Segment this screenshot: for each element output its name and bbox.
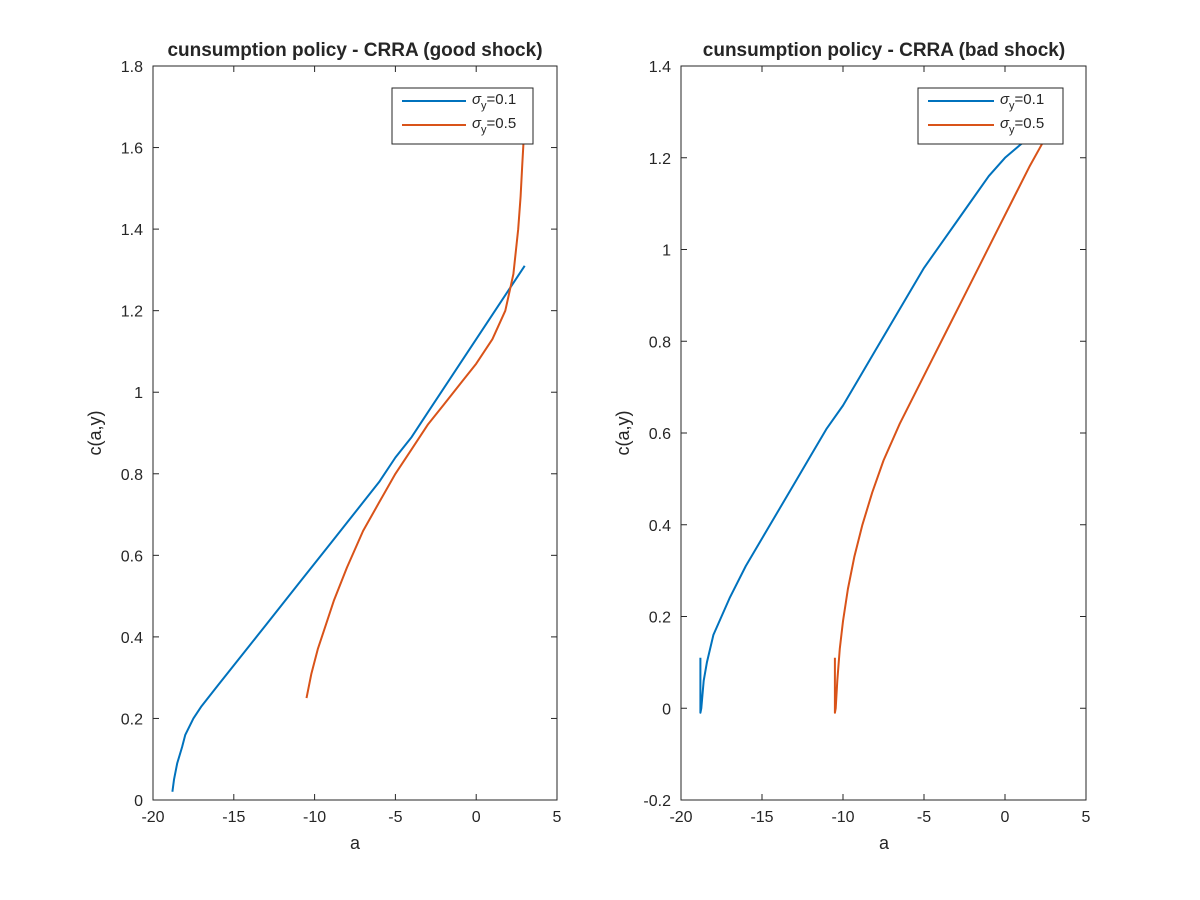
- right-legend-box: [917, 87, 1064, 145]
- right-legend-sigma-2: σ: [1000, 115, 1010, 132]
- left-y-tick-label: 1.8: [121, 59, 143, 76]
- left-x-tick-label: -5: [388, 809, 402, 826]
- right-y-tick-label: 1: [662, 243, 671, 260]
- left-x-axis-label: a: [350, 833, 361, 853]
- left-series-1-line: [171, 265, 526, 792]
- right-legend-value-1: =0.1: [1015, 91, 1045, 108]
- right-y-tick-label: 1.2: [649, 151, 671, 168]
- right-y-tick-label: 0: [662, 701, 671, 718]
- right-x-tick-label: -20: [669, 809, 692, 826]
- left-x-tick-label: -20: [141, 809, 164, 826]
- left-y-tick-label: 0.2: [121, 711, 143, 728]
- right-legend-label-1: σy=0.1: [1000, 91, 1044, 112]
- right-y-tick-label: 1.4: [649, 59, 671, 76]
- left-legend-sub-2: y: [481, 124, 487, 136]
- left-legend-box: [391, 87, 534, 145]
- left-y-tick-label: 1: [134, 385, 143, 402]
- left-y-axis-label: c(a,y): [85, 411, 105, 456]
- right-legend-sigma-1: σ: [1000, 91, 1010, 108]
- left-legend-label-2: σy=0.5: [472, 115, 516, 136]
- right-x-tick-label: 5: [1082, 809, 1091, 826]
- right-x-tick-label: 0: [1001, 809, 1010, 826]
- left-legend-label-1: σy=0.1: [472, 91, 516, 112]
- left-y-tick-label: 0: [134, 793, 143, 810]
- right-panel: -20 -15 -10 -5 0 5 -0.2 0 0.2 0.4 0.6 0.8 1 1.2 1.4 cu…: [613, 40, 1091, 853]
- left-legend-sigma-1: σ: [472, 91, 482, 108]
- left-legend-sub-1: y: [481, 100, 487, 112]
- left-x-tick-label: 5: [553, 809, 562, 826]
- left-y-tick-label: 1.4: [121, 222, 143, 239]
- left-series-2-line: [305, 135, 525, 699]
- left-marks: [171, 135, 526, 792]
- left-x-tick-label: -15: [222, 809, 245, 826]
- right-marks: [699, 133, 1048, 714]
- left-chart-title: cunsumption policy - CRRA (good shock): [167, 40, 542, 61]
- right-series-2-line: [833, 134, 1048, 714]
- right-legend-sub-1: y: [1009, 100, 1015, 112]
- right-x-tick-label: -10: [831, 809, 854, 826]
- left-legend-sigma-2: σ: [472, 115, 482, 132]
- right-x-tick-label: -15: [750, 809, 773, 826]
- right-chart-title: cunsumption policy - CRRA (bad shock): [703, 40, 1065, 61]
- right-y-tick-label: 0.2: [649, 610, 671, 627]
- left-y-tick-label: 1.6: [121, 141, 143, 158]
- left-y-tick-label: 0.6: [121, 548, 143, 565]
- right-legend-value-2: =0.5: [1015, 115, 1045, 132]
- left-legend-value-1: =0.1: [487, 91, 517, 108]
- left-legend-value-2: =0.5: [487, 115, 517, 132]
- right-y-axis-label: c(a,y): [613, 411, 633, 456]
- right-legend-label-2: σy=0.5: [1000, 115, 1044, 136]
- right-series-1-line: [699, 133, 1035, 714]
- left-x-tick-label: -10: [303, 809, 326, 826]
- left-y-tick-label: 0.4: [121, 630, 143, 647]
- right-legend-sub-2: y: [1009, 124, 1015, 136]
- right-legend: σy=0.1 σy=0.5: [917, 87, 1064, 145]
- left-x-tick-label: 0: [472, 809, 481, 826]
- left-ticks: -20 -15 -10 -5 0 5 0 0.2 0.4 0.6 0.8 1 1.2 1.4 1.6 1.8: [121, 59, 562, 826]
- right-y-tick-label: 0.4: [649, 518, 671, 535]
- right-y-tick-label: 0.6: [649, 426, 671, 443]
- left-legend: σy=0.1 σy=0.5: [391, 87, 534, 145]
- left-y-tick-label: 1.2: [121, 304, 143, 321]
- left-panel: -20 -15 -10 -5 0 500.20.40.60.811.21.41.61.8 …: [85, 40, 562, 853]
- right-x-axis-label: a: [879, 833, 890, 853]
- right-ticks: -20 -15 -10 -5 0 5 -0.2 0 0.2 0.4 0.6 0.8 1 1.2 1.4: [643, 59, 1090, 826]
- left-plot-frame: [152, 65, 558, 801]
- left-y-tick-label: 0.8: [121, 467, 143, 484]
- right-y-tick-label: -0.2: [643, 793, 671, 810]
- right-y-tick-label: 0.8: [649, 334, 671, 351]
- right-x-tick-label: -5: [917, 809, 931, 826]
